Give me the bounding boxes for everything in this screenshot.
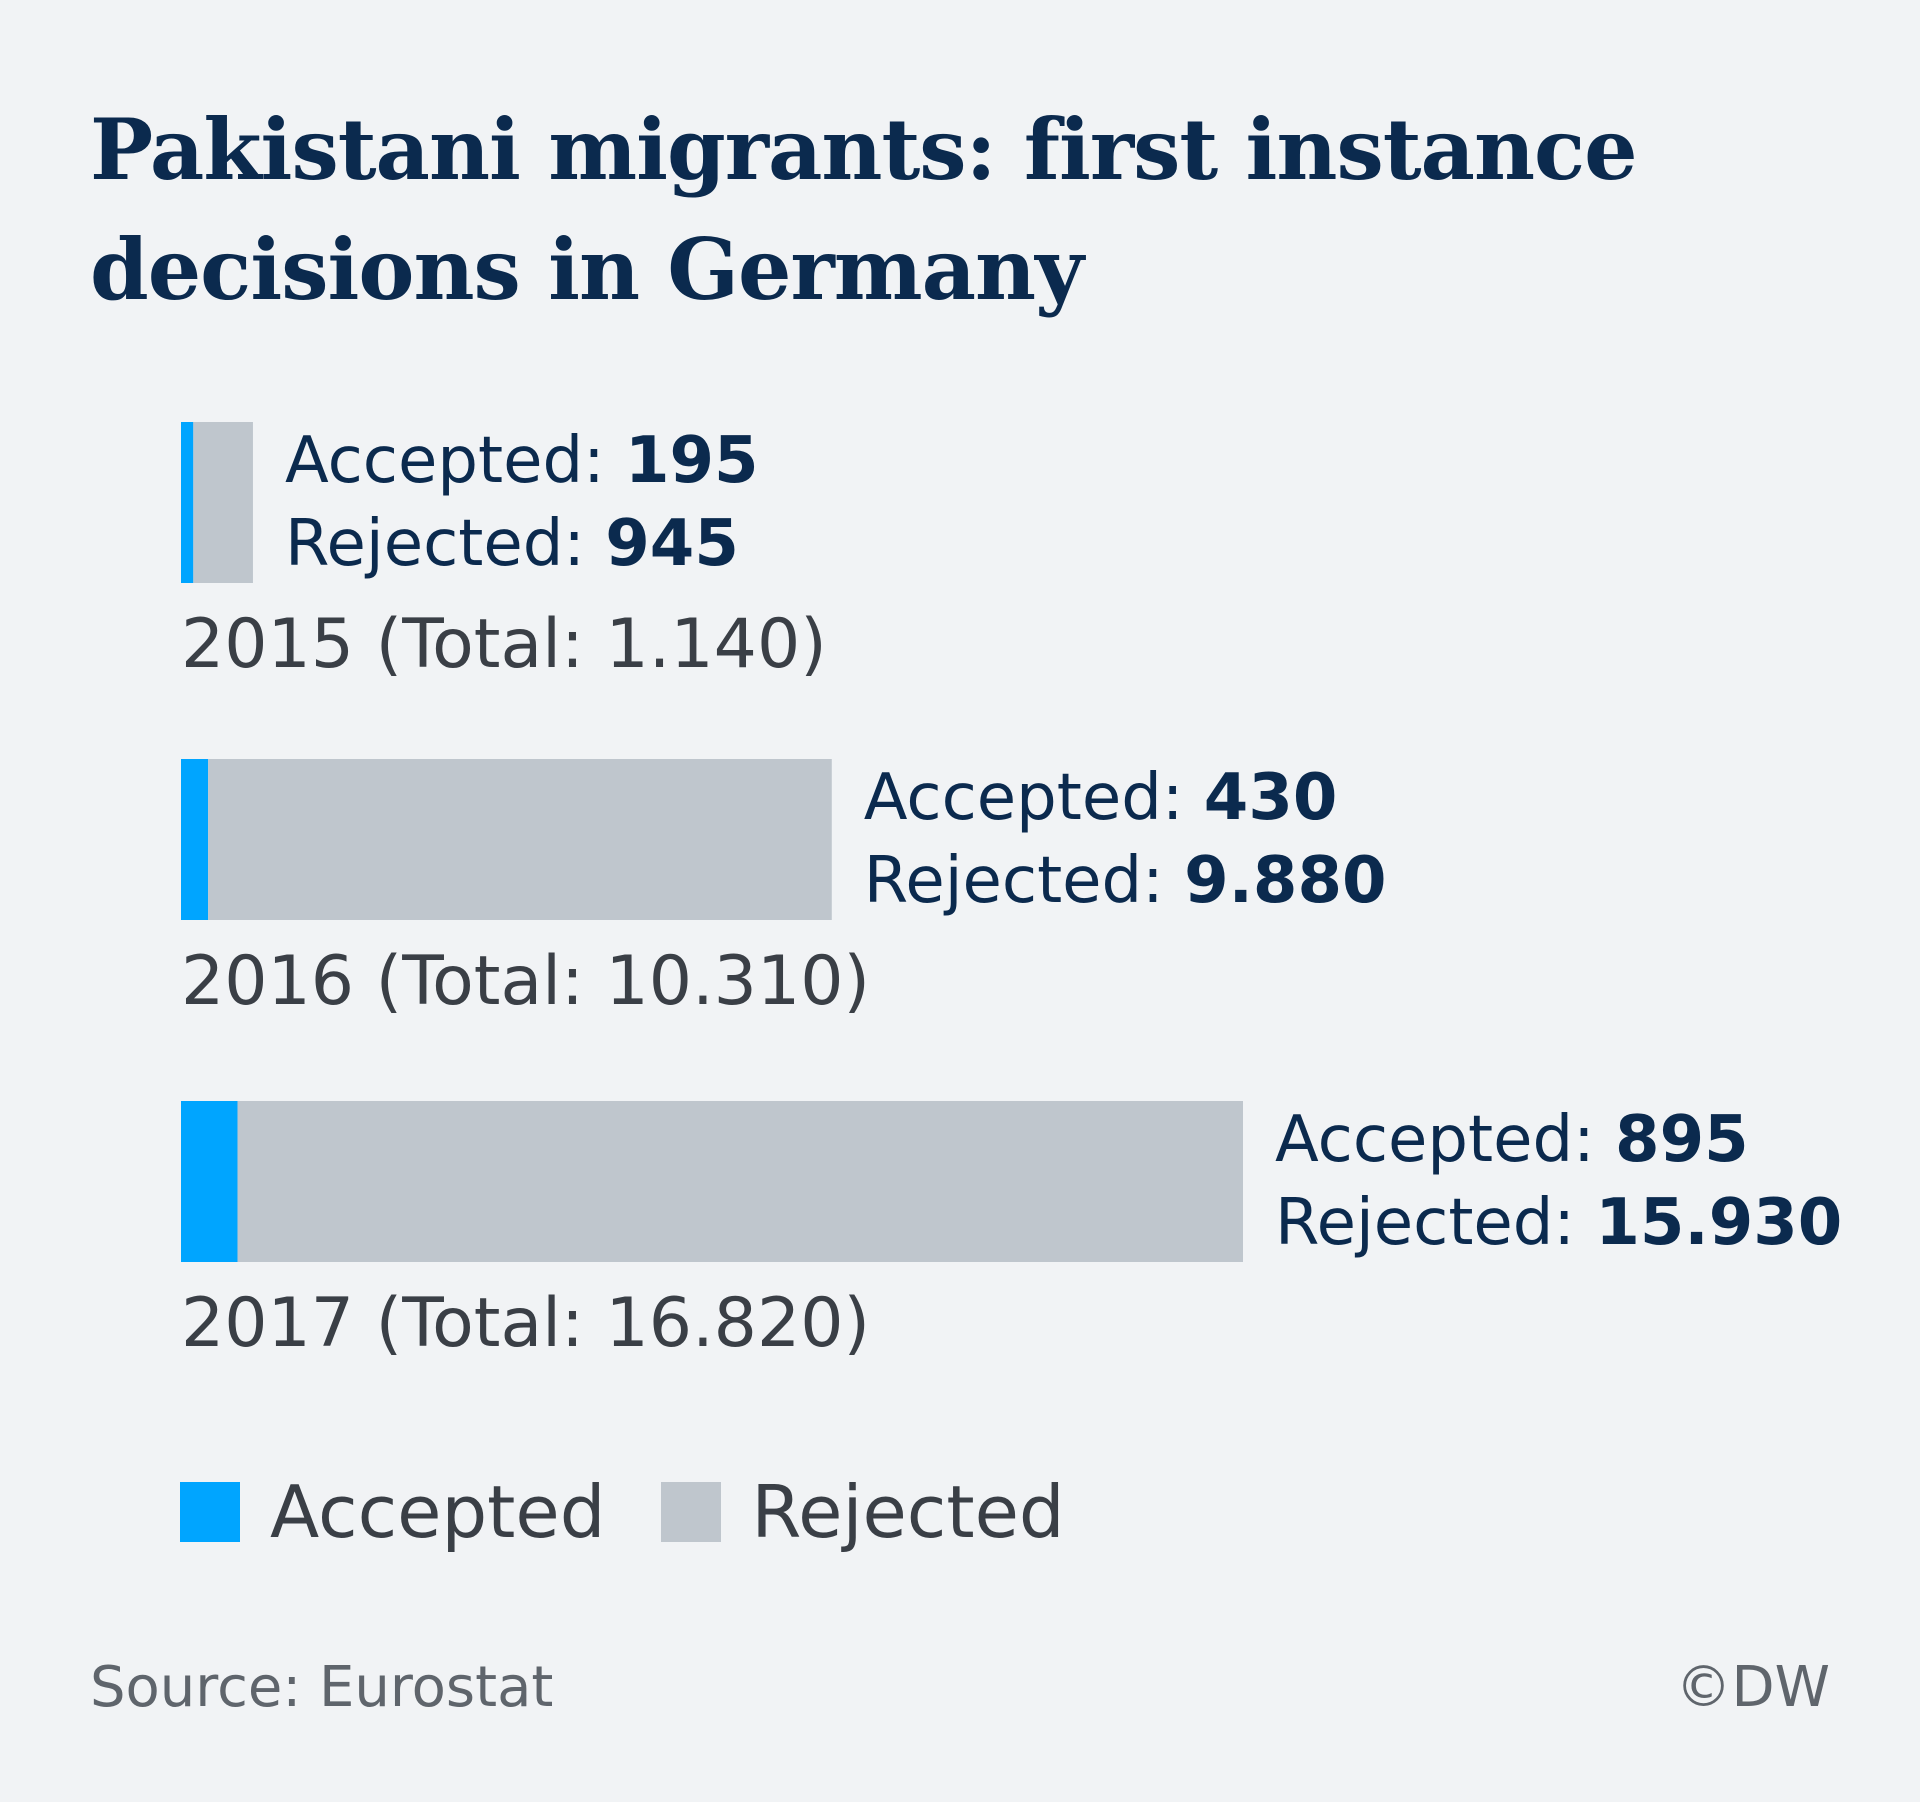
- chart-title: Pakistani migrants: first instance decis…: [90, 100, 1638, 319]
- bar-rejected-2017: [237, 1101, 1243, 1262]
- bar-accepted-2016: [181, 759, 209, 920]
- data-label-accepted-2017: Accepted: 895: [1275, 1103, 1749, 1177]
- legend-swatch-accepted: [180, 1482, 240, 1542]
- category-label-2017: 2017 (Total: 16.820): [181, 1284, 870, 1363]
- category-label-2015: 2015 (Total: 1.140): [181, 605, 827, 684]
- legend-item-accepted: Accepted: [180, 1470, 605, 1554]
- legend-swatch-rejected: [661, 1482, 722, 1542]
- data-label-accepted-2015: Accepted: 195: [285, 424, 759, 498]
- data-label-rejected-2016: Rejected: 9.880: [864, 844, 1387, 918]
- credit: ©DW: [1675, 1655, 1831, 1720]
- data-label-rejected-2015: Rejected: 945: [285, 507, 739, 581]
- bar-rejected-2015: [193, 422, 253, 583]
- legend: Accepted Rejected: [180, 1470, 1121, 1554]
- data-label-rejected-2017: Rejected: 15.930: [1275, 1186, 1842, 1260]
- data-label-accepted-2016: Accepted: 430: [864, 761, 1338, 835]
- category-label-2016: 2016 (Total: 10.310): [181, 942, 870, 1021]
- legend-label-accepted: Accepted: [270, 1470, 606, 1554]
- legend-item-rejected: Rejected: [661, 1470, 1065, 1554]
- bar-rejected-2016: [208, 759, 832, 920]
- legend-label-rejected: Rejected: [751, 1470, 1065, 1554]
- bar-accepted-2015: [181, 422, 194, 583]
- bar-accepted-2017: [181, 1101, 238, 1262]
- source-note: Source: Eurostat: [90, 1655, 554, 1720]
